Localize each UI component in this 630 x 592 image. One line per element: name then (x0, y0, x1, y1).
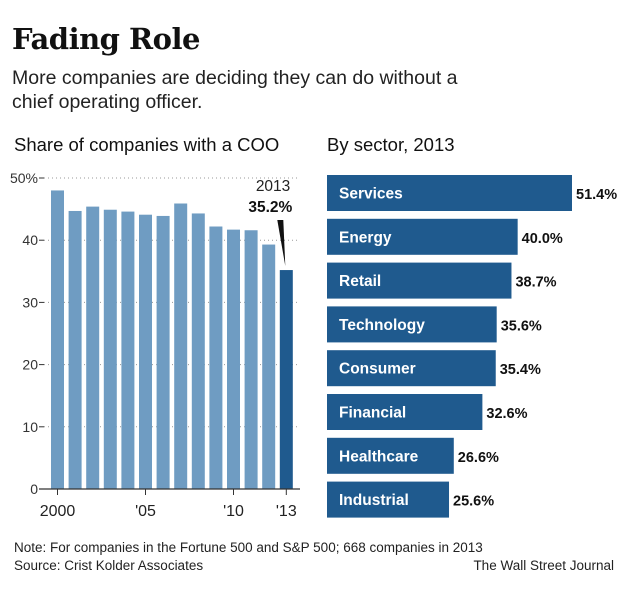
left-panel-title: Share of companies with a COO (14, 134, 280, 155)
year-bar (279, 270, 293, 489)
x-tick-label: '13 (276, 503, 297, 520)
sector-value-label: 51.4% (576, 187, 617, 203)
year-bar (68, 210, 82, 489)
sector-value-label: 26.6% (458, 450, 499, 466)
sector-label: Energy (339, 229, 392, 246)
sector-label: Financial (339, 405, 406, 422)
sector-coo-share-chart: Services 51.4% Energy 40.0% Retail 38.7% Techn… (327, 175, 617, 518)
x-tick-label: '10 (223, 503, 244, 520)
annotation-value: 35.2% (248, 199, 292, 216)
year-bar (156, 215, 170, 489)
annotation-year: 2013 (256, 178, 290, 195)
y-tick-label: 50% (10, 170, 38, 186)
year-bar (139, 214, 152, 489)
y-tick-label: 40 (22, 232, 38, 248)
sector-bar (327, 262, 512, 299)
yearly-coo-share-chart: 0 10 20 30 40 50% 2000 '05 '10 '13 2013 35.2% (10, 170, 300, 520)
x-tick-label: '05 (135, 503, 156, 520)
year-bar (191, 213, 205, 490)
year-bar (244, 230, 258, 490)
sector-value-label: 25.6% (453, 494, 494, 510)
sector-value-label: 32.6% (486, 406, 527, 422)
y-tick-label: 0 (30, 481, 38, 497)
sector-label: Consumer (339, 361, 416, 378)
sector-label: Healthcare (339, 448, 419, 465)
chart-title: Fading Role (12, 22, 200, 56)
sector-label: Technology (339, 317, 425, 334)
sector-value-label: 40.0% (522, 231, 563, 247)
sector-bar (327, 175, 572, 211)
publisher-credit: The Wall Street Journal (473, 558, 614, 573)
sector-value-label: 35.6% (501, 318, 542, 334)
chart-subtitle: More companies are deciding they can do … (12, 67, 458, 113)
year-bar (121, 211, 135, 489)
sector-label: Industrial (339, 492, 409, 509)
sector-bar (327, 437, 454, 474)
year-bar (209, 226, 223, 490)
sector-bar (327, 306, 497, 343)
year-bar (51, 190, 64, 489)
sector-bar (327, 394, 483, 430)
year-bar (262, 244, 276, 489)
source-note: Source: Crist Kolder Associates (14, 558, 204, 573)
x-tick-label: 2000 (40, 503, 76, 520)
footnote: Note: For companies in the Fortune 500 a… (14, 540, 483, 555)
annotation-pointer (277, 220, 286, 267)
y-tick-label: 10 (22, 419, 38, 435)
sector-label: Retail (339, 273, 381, 290)
sector-value-label: 35.4% (500, 362, 541, 378)
y-tick-label: 20 (22, 357, 38, 373)
year-bar (174, 203, 188, 489)
right-panel-title: By sector, 2013 (327, 134, 455, 155)
sector-value-label: 38.7% (515, 275, 556, 291)
year-bar (227, 229, 240, 489)
y-tick-label: 30 (22, 294, 38, 310)
sector-bar (327, 481, 450, 518)
sector-bar (327, 350, 496, 387)
sector-label: Services (339, 186, 403, 203)
year-bar (86, 206, 100, 489)
year-bar (103, 209, 117, 490)
sector-bar (327, 218, 518, 255)
